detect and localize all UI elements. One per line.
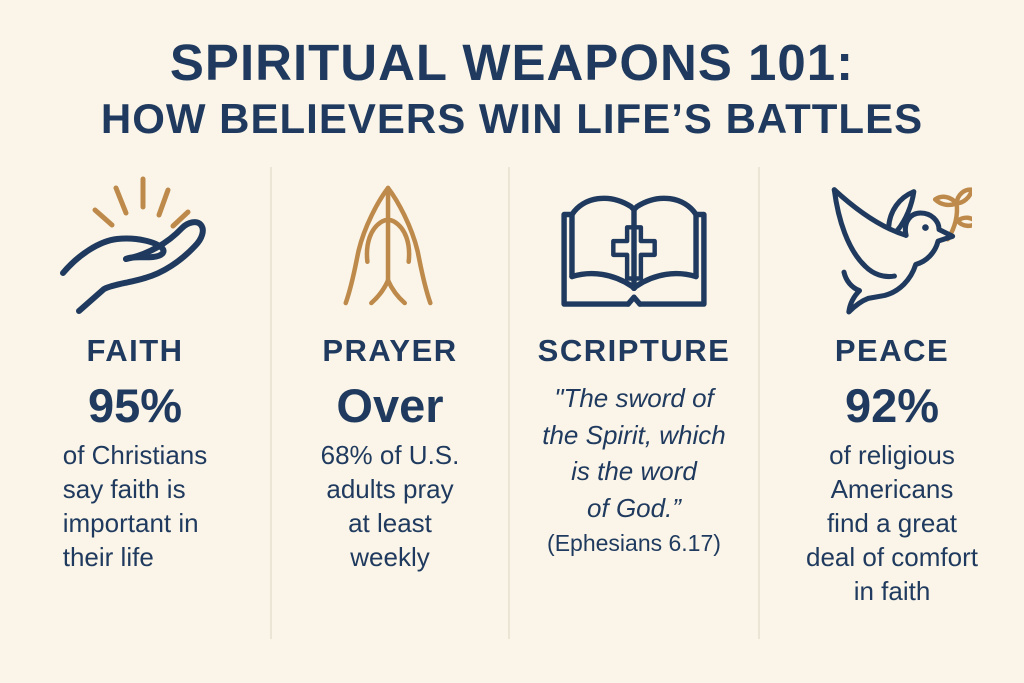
hand-with-rays-icon: [10, 167, 260, 325]
prayer-heading: PRAYER: [322, 333, 458, 369]
columns-container: FAITH 95% of Christians say faith is imp…: [0, 167, 1024, 640]
prayer-body: 68% of U.S. adults pray at least weekly: [320, 440, 460, 572]
faith-heading: FAITH: [86, 333, 184, 369]
column-prayer: PRAYER Over 68% of U.S. adults pray at l…: [272, 167, 510, 640]
peace-body: of religious Americans find a great deal…: [806, 440, 978, 606]
open-bible-cross-icon: [520, 167, 748, 325]
page-subtitle: HOW BELIEVERS WIN LIFE’S BATTLES: [100, 95, 924, 143]
page-title: SPIRITUAL WEAPONS 101:: [169, 34, 855, 91]
praying-hands-icon: [282, 167, 498, 325]
scripture-reference: (Ephesians 6.17): [547, 529, 721, 556]
column-peace: PEACE 92% of religious Americans find a …: [760, 167, 1024, 639]
prayer-stat: Over: [336, 379, 444, 433]
scripture-heading: SCRIPTURE: [537, 333, 731, 369]
peace-stat: 92%: [844, 379, 940, 433]
column-scripture: SCRIPTURE "The sword of the Spirit, whic…: [510, 167, 760, 640]
faith-body: of Christians say faith is important in …: [62, 440, 208, 572]
scripture-quote: "The sword of the Spirit, which is the w…: [542, 383, 726, 523]
dove-olive-branch-icon: [770, 167, 1014, 325]
peace-heading: PEACE: [834, 333, 950, 369]
faith-stat: 95%: [87, 379, 183, 433]
header: SPIRITUAL WEAPONS 101: HOW BELIEVERS WIN…: [0, 0, 1024, 143]
column-faith: FAITH 95% of Christians say faith is imp…: [0, 167, 272, 640]
